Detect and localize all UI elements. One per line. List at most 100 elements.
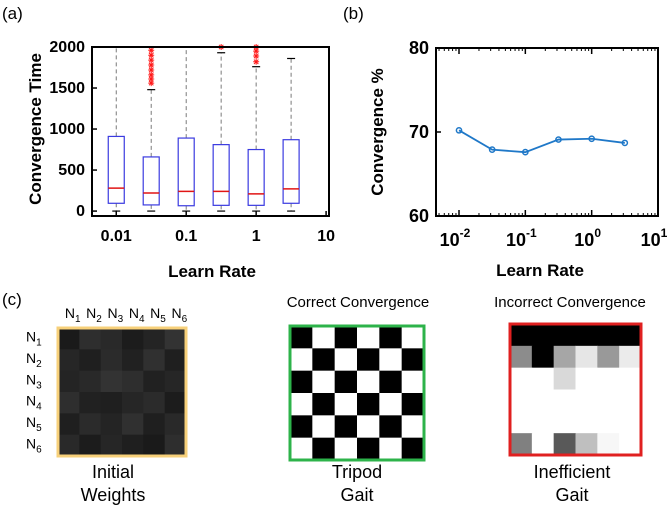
panel-label-a: (a) [2,4,23,23]
box-plot-y-axis-label: Convergence Time [26,53,45,205]
matrix-cell [597,367,620,390]
matrix-cell [553,411,576,434]
matrix-cell [357,437,380,461]
matrix-cell [164,434,187,457]
matrix-cell [312,393,336,416]
matrix-cell [575,345,598,369]
matrix-cell [100,370,123,393]
matrix-cell [290,415,313,439]
box-outlier [253,48,260,55]
initial-weights-caption-line2: Weights [81,485,146,505]
box-iqr [142,156,160,206]
matrix-cell [58,349,80,372]
neuron-letter: N [26,393,36,409]
matrix-cell [79,413,102,436]
matrix-cell [290,393,313,416]
line-chart-series-line [458,129,625,154]
matrix-cell [122,328,144,350]
matrix-cell [143,434,166,457]
box-outlier [148,52,155,59]
matrix-cell [575,411,598,434]
neuron-column-label: N3 [107,305,123,325]
box-outlier [148,71,155,78]
panel-label-c: (c) [2,290,22,309]
matrix-cell [510,389,533,412]
correct-convergence-title: Correct Convergence [287,294,430,311]
matrix-cell [357,393,380,416]
matrix-cell [143,413,166,436]
matrix-cell [312,437,336,461]
neuron-subscript: 1 [36,338,42,349]
box-plot-x-axis-label: Learn Rate [168,262,256,281]
neuron-subscript: 2 [96,314,102,325]
neuron-row-label: N5 [26,414,42,434]
neuron-letter: N [26,414,36,430]
box-outlier [148,62,155,69]
matrix-cell [100,349,123,372]
matrix-cell [143,392,166,414]
matrix-cell [312,348,336,372]
matrix-cell [379,370,403,394]
neuron-letter: N [107,305,117,321]
neuron-row-label: N4 [26,393,42,413]
neuron-subscript: 3 [118,314,124,325]
matrix-cell [58,370,80,393]
matrix-cell [357,348,380,372]
panel-label-b: (b) [343,4,364,23]
box-outlier [148,75,155,82]
matrix-cell [597,433,620,456]
matrix-cell [58,328,80,350]
neuron-subscript: 4 [139,314,145,325]
neuron-letter: N [26,435,36,451]
tick-exponent: 1 [661,226,668,240]
matrix-cell [79,370,102,393]
neuron-letter: N [26,371,36,387]
matrix-cell [597,411,620,434]
line-chart-y-tick-label: 70 [409,122,429,142]
neuron-letter: N [150,305,160,321]
matrix-cell [553,345,576,369]
line-chart-x-tick-label: 10-2 [440,226,471,250]
box-plot-x-tick-label: 10 [317,228,335,245]
tick-exponent: 0 [594,226,601,240]
matrix-cell [164,328,187,350]
matrix-cell [619,345,642,369]
line-chart-x-tick-label: 101 [641,226,668,250]
matrix-cell [312,415,336,439]
box-iqr [177,137,195,207]
neuron-subscript: 3 [36,380,42,391]
neuron-letter: N [65,305,75,321]
matrix-cell [164,370,187,393]
neuron-letter: N [26,329,36,345]
matrix-cell [143,349,166,372]
box-plot-y-tick-label: 1500 [49,80,85,97]
matrix-cell [100,328,123,350]
line-chart-y-tick-label: 80 [409,38,429,58]
matrix-border [508,322,643,457]
matrix-cell [143,370,166,393]
matrix-cell [357,370,380,394]
matrix-cell [122,370,144,393]
matrix-cell [619,324,642,347]
matrix-cell [401,437,425,461]
matrix-cell [401,393,425,416]
matrix-cell [597,345,620,369]
neuron-row-label: N2 [26,350,42,370]
matrix-cell [357,326,380,349]
box-plot-x-tick-label: 1 [252,228,261,245]
matrix-cell [379,326,403,349]
neuron-letter: N [86,305,96,321]
line-chart-series [455,126,629,156]
neuron-row-label: N3 [26,371,42,391]
box-plot-y-tick-label: 500 [58,162,85,179]
matrix-cell [553,433,576,456]
inefficient-gait-caption-line1: Inefficient [534,462,611,482]
matrix-cell [58,434,80,457]
matrix-cell [164,392,187,414]
neuron-column-label: N4 [129,305,145,325]
neuron-column-label: N6 [171,305,187,325]
box-outlier [253,53,260,60]
matrix-cell [334,370,358,394]
matrix-cell [334,437,358,461]
neuron-subscript: 5 [160,314,166,325]
